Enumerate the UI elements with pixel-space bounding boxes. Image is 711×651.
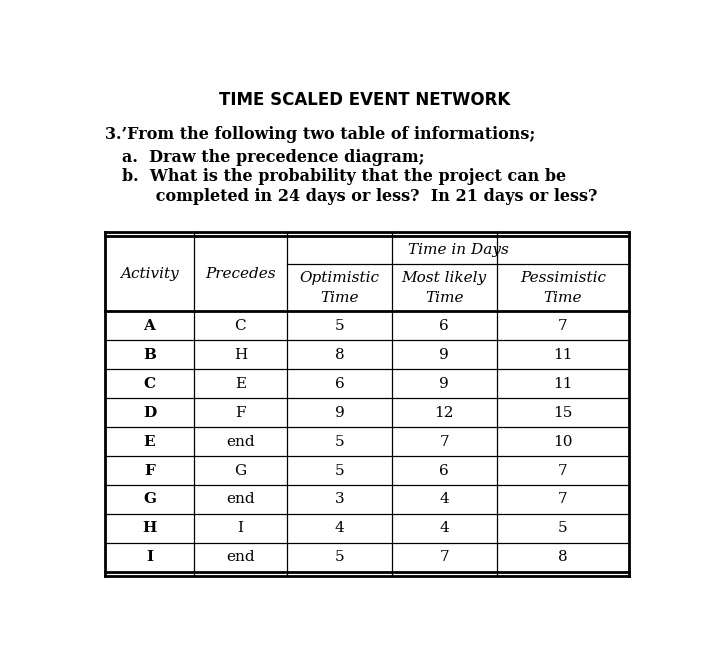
Text: 9: 9 — [439, 348, 449, 362]
Text: 15: 15 — [553, 406, 572, 420]
Text: end: end — [226, 434, 255, 449]
Text: Precedes: Precedes — [205, 267, 276, 281]
Text: 7: 7 — [439, 550, 449, 564]
Text: Pessimistic: Pessimistic — [520, 271, 606, 285]
Text: b.  What is the probability that the project can be: b. What is the probability that the proj… — [122, 169, 566, 186]
Text: TIME SCALED EVENT NETWORK: TIME SCALED EVENT NETWORK — [219, 90, 510, 109]
Text: 5: 5 — [335, 550, 344, 564]
Text: end: end — [226, 492, 255, 506]
Text: a.  Draw the precedence diagram;: a. Draw the precedence diagram; — [122, 149, 424, 166]
Text: 6: 6 — [439, 319, 449, 333]
Text: 9: 9 — [335, 406, 344, 420]
Text: 11: 11 — [553, 377, 572, 391]
Text: 5: 5 — [335, 319, 344, 333]
Text: B: B — [143, 348, 156, 362]
Text: Time in Days: Time in Days — [407, 243, 508, 256]
Text: 5: 5 — [335, 464, 344, 477]
Text: 12: 12 — [434, 406, 454, 420]
Text: Time: Time — [543, 291, 582, 305]
Text: 6: 6 — [335, 377, 344, 391]
Text: Time: Time — [321, 291, 359, 305]
Text: 10: 10 — [553, 434, 572, 449]
Text: 7: 7 — [558, 492, 567, 506]
Text: 9: 9 — [439, 377, 449, 391]
Text: F: F — [235, 406, 246, 420]
Text: H: H — [142, 521, 156, 535]
Text: 8: 8 — [558, 550, 567, 564]
Text: Activity: Activity — [120, 267, 179, 281]
Text: I: I — [146, 550, 153, 564]
Text: D: D — [143, 406, 156, 420]
Text: H: H — [234, 348, 247, 362]
Text: C: C — [235, 319, 246, 333]
Text: 3.’From the following two table of informations;: 3.’From the following two table of infor… — [105, 126, 536, 143]
Text: completed in 24 days or less?  In 21 days or less?: completed in 24 days or less? In 21 days… — [122, 188, 597, 206]
Text: 5: 5 — [558, 521, 567, 535]
Text: 11: 11 — [553, 348, 572, 362]
Text: E: E — [235, 377, 246, 391]
Text: A: A — [144, 319, 156, 333]
Text: Optimistic: Optimistic — [299, 271, 380, 285]
Text: 3: 3 — [335, 492, 344, 506]
Text: 4: 4 — [439, 521, 449, 535]
Text: Most likely: Most likely — [402, 271, 487, 285]
Text: 7: 7 — [558, 464, 567, 477]
Text: I: I — [237, 521, 243, 535]
Text: E: E — [144, 434, 155, 449]
Text: 4: 4 — [335, 521, 344, 535]
Text: G: G — [143, 492, 156, 506]
Text: 5: 5 — [335, 434, 344, 449]
Text: 4: 4 — [439, 492, 449, 506]
Text: 7: 7 — [558, 319, 567, 333]
Text: end: end — [226, 550, 255, 564]
Text: C: C — [144, 377, 156, 391]
Text: Time: Time — [425, 291, 464, 305]
Text: F: F — [144, 464, 155, 477]
Text: 8: 8 — [335, 348, 344, 362]
Text: G: G — [235, 464, 247, 477]
Text: 7: 7 — [439, 434, 449, 449]
Text: 6: 6 — [439, 464, 449, 477]
